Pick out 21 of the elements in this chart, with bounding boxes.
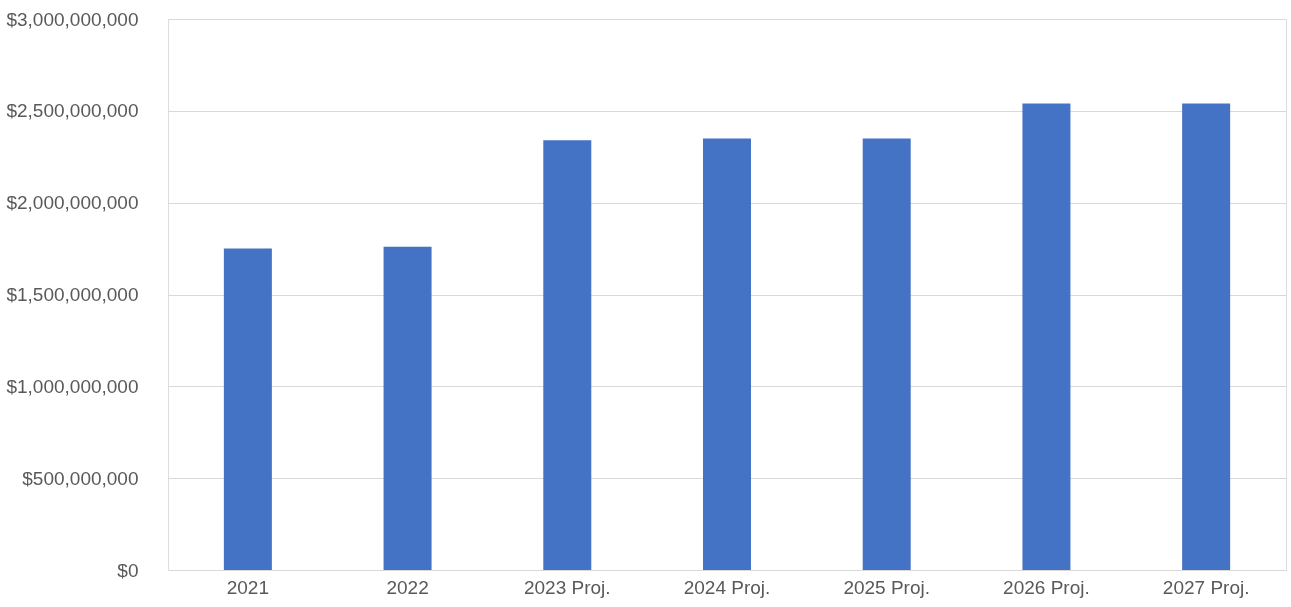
y-tick-label: $1,000,000,000 bbox=[6, 375, 139, 397]
bar bbox=[862, 138, 911, 570]
y-tick-label: $2,500,000,000 bbox=[6, 100, 139, 122]
y-tick-label: $1,500,000,000 bbox=[6, 284, 139, 305]
x-tick-label: 2021 bbox=[226, 576, 269, 598]
x-tick-label: 2026 Proj. bbox=[1003, 576, 1090, 598]
y-tick-label: $500,000,000 bbox=[22, 467, 139, 489]
bar bbox=[703, 138, 751, 570]
y-tick-label: $3,000,000,000 bbox=[6, 8, 139, 30]
bar bbox=[1022, 103, 1071, 570]
y-tick-label: $2,000,000,000 bbox=[6, 192, 139, 214]
bar bbox=[543, 140, 592, 570]
x-tick-label: 2025 Proj. bbox=[843, 576, 931, 598]
bar bbox=[223, 248, 272, 570]
x-tick-label: 2027 Proj. bbox=[1162, 576, 1250, 598]
bar bbox=[1182, 103, 1231, 570]
x-tick-label: 2024 Proj. bbox=[683, 576, 771, 598]
y-tick-label: $0 bbox=[117, 559, 139, 581]
x-tick-label: 2022 bbox=[386, 576, 429, 598]
bar bbox=[383, 246, 432, 570]
x-tick-label: 2023 Proj. bbox=[523, 576, 611, 598]
